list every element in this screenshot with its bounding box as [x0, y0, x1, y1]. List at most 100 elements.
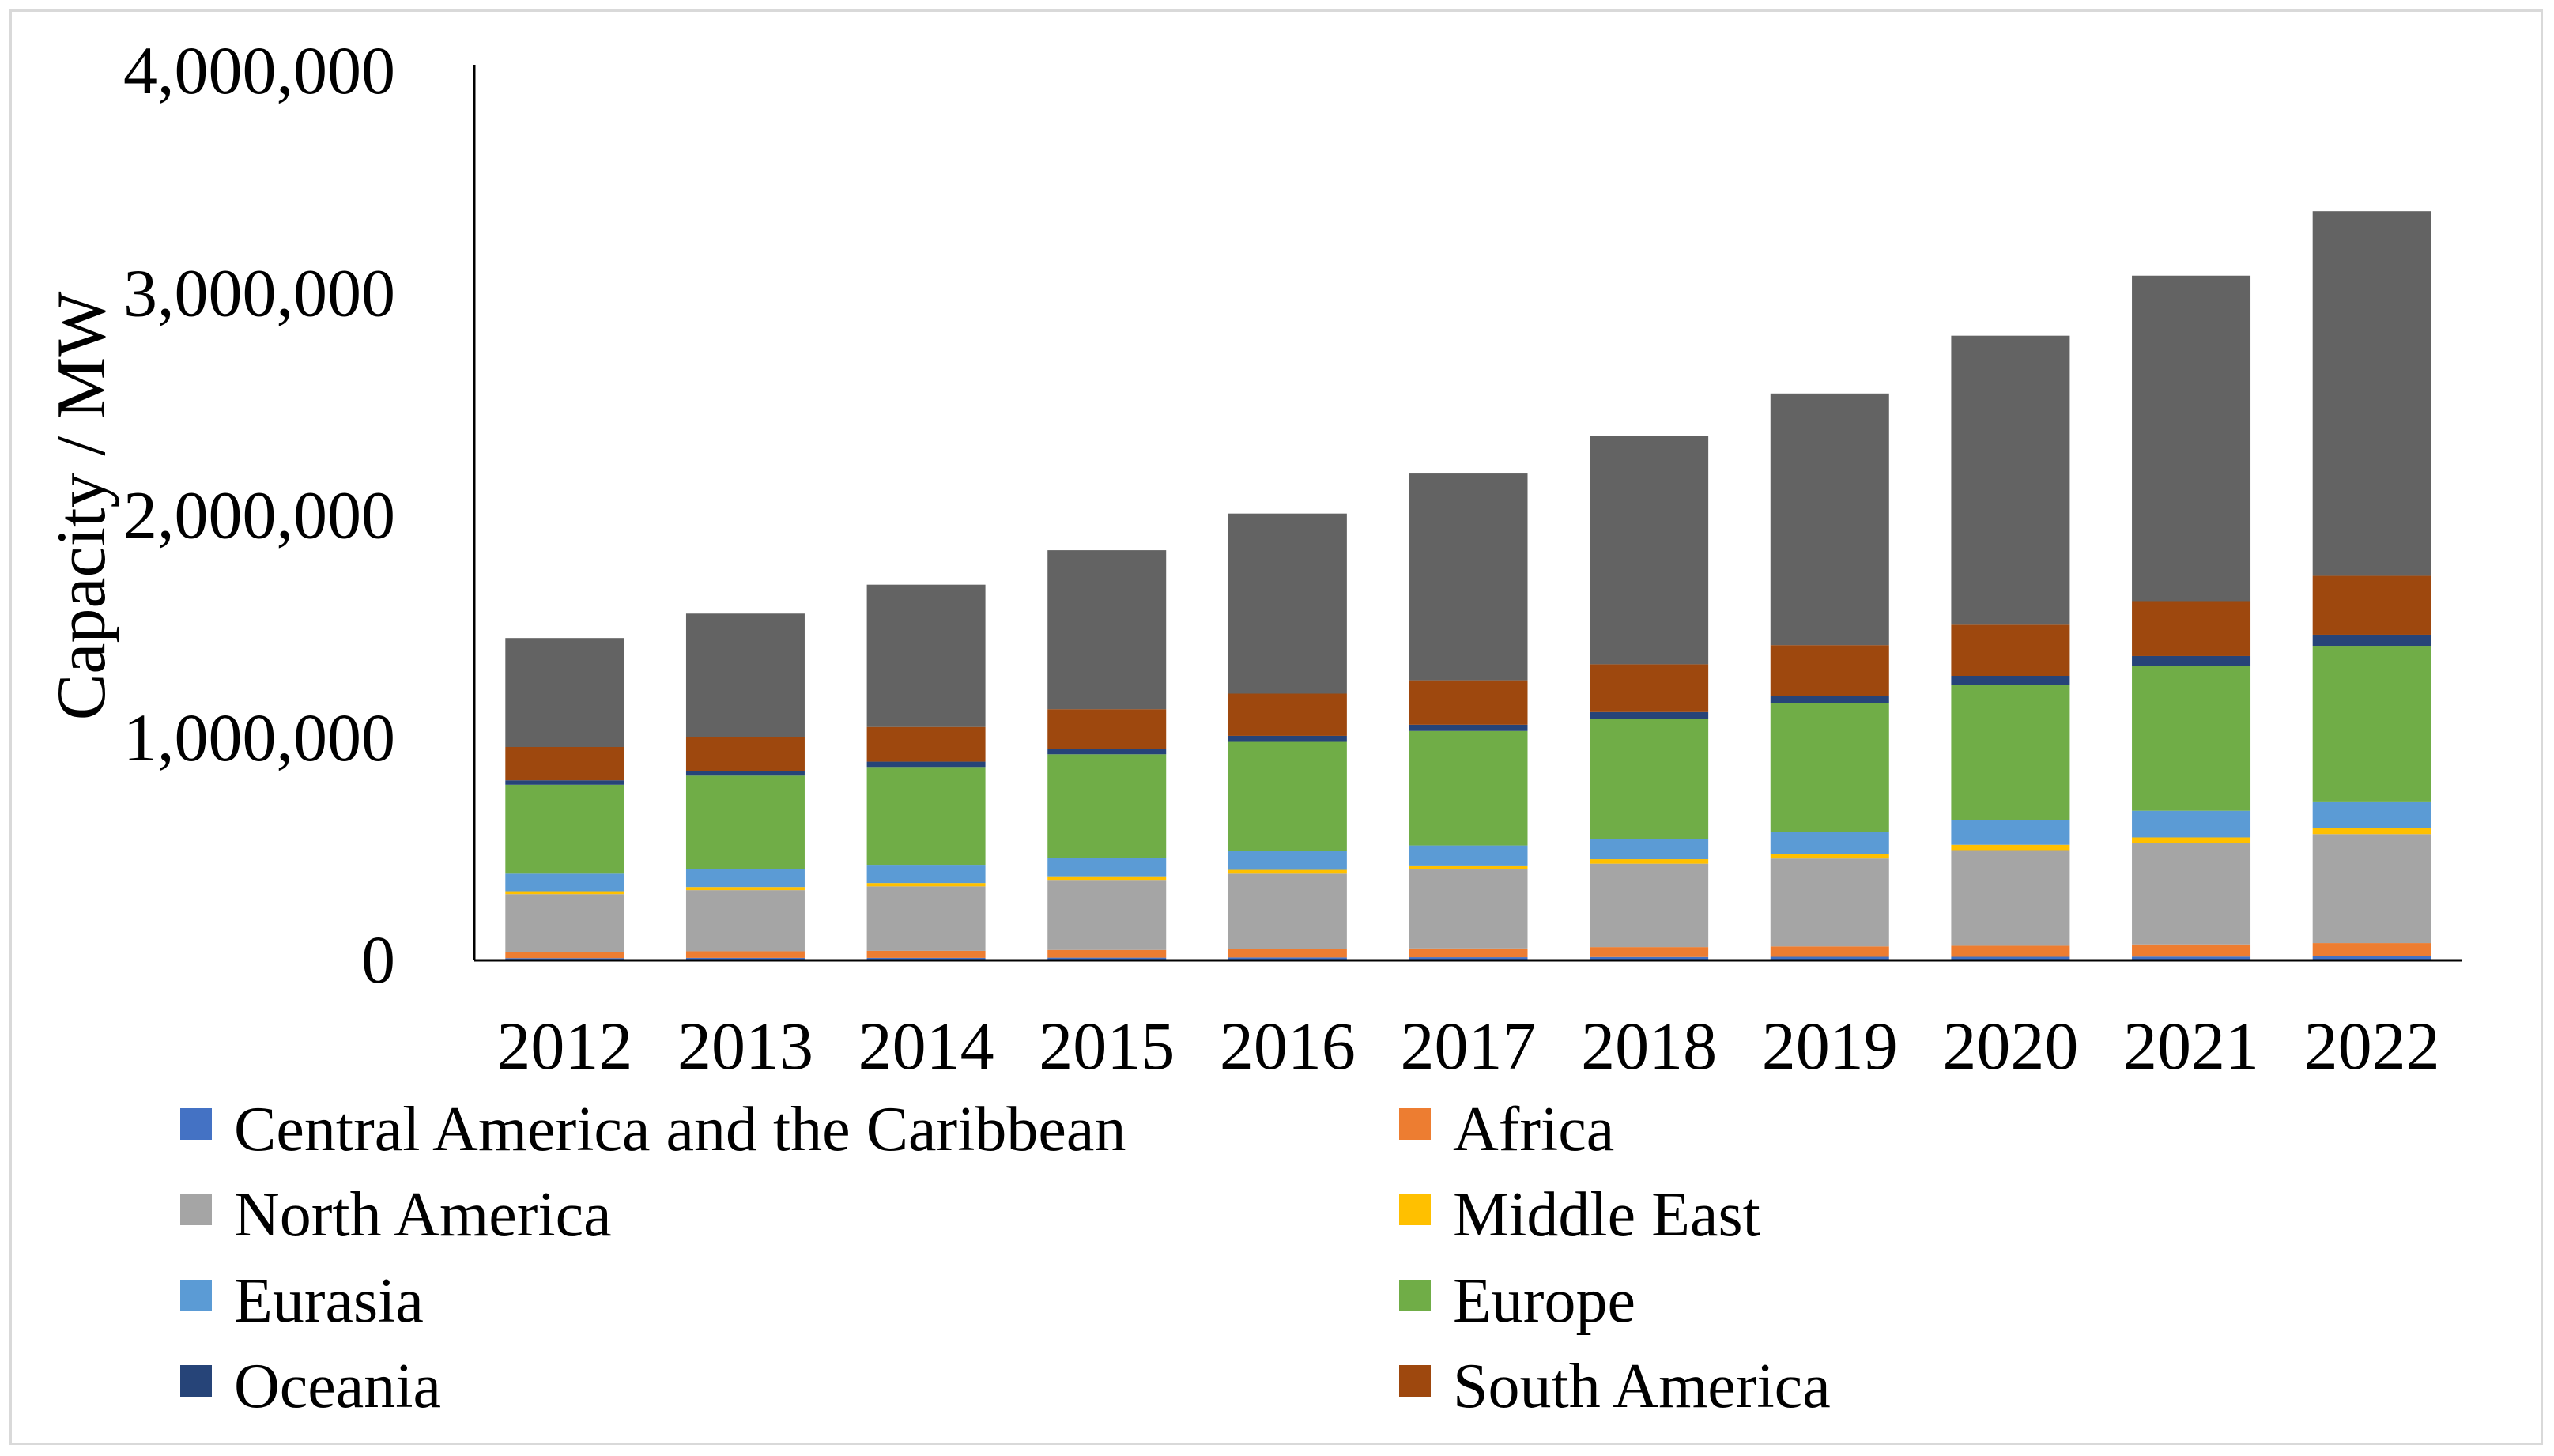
x-tick-label: 2016: [1220, 1008, 1356, 1084]
bar-segment-europe-2018: [1590, 719, 1709, 839]
bar-segment-eurasia-2012: [505, 873, 624, 892]
x-tick-label: 2018: [1581, 1008, 1717, 1084]
bar-segment-europe-2020: [1951, 685, 2070, 820]
bar-segment-eurasia-2020: [1951, 820, 2070, 845]
bar-segment-europe-2015: [1047, 754, 1167, 858]
bar-segment-africa-2012: [505, 952, 624, 959]
bar-segment-middle-east-2016: [1228, 869, 1347, 874]
bar-segment-asia-pacific-2017: [1409, 473, 1528, 681]
bar-segment-south-america-2021: [2132, 601, 2251, 656]
bar-segment-central-america-and-the-caribbean-2016: [1228, 957, 1347, 960]
bar-segment-north-america-2016: [1228, 873, 1347, 949]
bar-segment-africa-2022: [2312, 943, 2431, 956]
bar-segment-north-america-2012: [505, 894, 624, 952]
bar-segment-africa-2017: [1409, 948, 1528, 958]
legend-swatch: [180, 1108, 212, 1140]
legend: Central America and the Caribbean Africa N…: [180, 1095, 1831, 1421]
bar-segment-europe-2017: [1409, 730, 1528, 846]
x-tick-label: 2012: [496, 1008, 632, 1084]
x-tick-label: 2014: [858, 1008, 994, 1084]
bar-segment-africa-2013: [685, 951, 805, 958]
y-axis-title: Capacity / MW: [43, 292, 120, 721]
bar-segment-africa-2020: [1951, 945, 2070, 957]
bar-segment-eurasia-2015: [1047, 858, 1167, 877]
bar-segment-central-america-and-the-caribbean-2017: [1409, 957, 1528, 960]
bar-segment-europe-2013: [685, 775, 805, 869]
bar-segment-south-america-2015: [1047, 709, 1167, 749]
bar-segment-eurasia-2016: [1228, 851, 1347, 870]
bar-segment-north-america-2017: [1409, 869, 1528, 949]
bar-segment-middle-east-2018: [1590, 859, 1709, 864]
y-tick-label: 2,000,000: [123, 477, 395, 553]
bar-segment-south-america-2022: [2312, 575, 2431, 635]
bar-segment-eurasia-2021: [2132, 810, 2251, 838]
bar-segment-africa-2014: [866, 950, 986, 958]
bar-segment-asia-pacific-2014: [866, 584, 986, 727]
bar-segment-eurasia-2017: [1409, 845, 1528, 866]
bar-segment-asia-pacific-2021: [2132, 275, 2251, 602]
bar-segment-oceania-2022: [2312, 634, 2431, 647]
x-tick-label: 2013: [677, 1008, 813, 1084]
bar-segment-central-america-and-the-caribbean-2015: [1047, 957, 1167, 960]
bar-segment-asia-pacific-2016: [1228, 513, 1347, 694]
bar-segment-asia-pacific-2018: [1590, 436, 1709, 665]
legend-label: Middle East: [1453, 1180, 1760, 1250]
bar-segment-middle-east-2012: [505, 891, 624, 895]
bar-segment-asia-pacific-2022: [2312, 211, 2431, 576]
legend-label: South America: [1453, 1352, 1831, 1421]
x-tick-label: 2017: [1401, 1008, 1537, 1084]
legend-swatch: [180, 1280, 212, 1311]
x-tick-label: 2019: [1762, 1008, 1898, 1084]
legend-swatch: [1399, 1194, 1431, 1225]
bar-segment-south-america-2017: [1409, 680, 1528, 725]
legend-label: Africa: [1453, 1095, 1614, 1164]
bar-segment-south-america-2013: [685, 737, 805, 771]
bar-segment-africa-2019: [1770, 946, 1889, 957]
legend-label: Europe: [1453, 1266, 1635, 1336]
bar-segment-middle-east-2019: [1770, 854, 1889, 859]
bar-segment-middle-east-2021: [2132, 837, 2251, 843]
bar-segment-asia-pacific-2012: [505, 638, 624, 747]
bar-segment-eurasia-2013: [685, 869, 805, 888]
bar-segment-central-america-and-the-caribbean-2020: [1951, 956, 2070, 960]
bar-segment-south-america-2014: [866, 726, 986, 762]
legend-label: North America: [234, 1180, 612, 1250]
legend-swatch: [180, 1194, 212, 1225]
bar-segment-north-america-2013: [685, 890, 805, 952]
y-tick-label: 4,000,000: [123, 32, 395, 108]
bar-segment-central-america-and-the-caribbean-2013: [685, 957, 805, 960]
bar-segment-oceania-2016: [1228, 735, 1347, 742]
legend-label: Oceania: [234, 1352, 441, 1421]
bar-segment-central-america-and-the-caribbean-2019: [1770, 956, 1889, 960]
legend-swatch: [1399, 1108, 1431, 1140]
bar-segment-europe-2012: [505, 784, 624, 874]
legend-swatch: [180, 1365, 212, 1397]
bar-segment-asia-pacific-2020: [1951, 335, 2070, 625]
bar-segment-oceania-2019: [1770, 696, 1889, 703]
bar-segment-oceania-2020: [1951, 676, 2070, 685]
bar-segment-south-america-2012: [505, 747, 624, 781]
y-tick-label: 1,000,000: [123, 700, 395, 775]
bar-segment-north-america-2015: [1047, 880, 1167, 950]
bar-segment-middle-east-2015: [1047, 876, 1167, 881]
bar-segment-middle-east-2014: [866, 883, 986, 887]
x-tick-label: 2022: [2304, 1008, 2440, 1084]
legend-swatch: [1399, 1365, 1431, 1397]
bar-segment-eurasia-2019: [1770, 832, 1889, 854]
bar-segment-middle-east-2017: [1409, 865, 1528, 869]
bar-segment-europe-2021: [2132, 666, 2251, 811]
bar-segment-north-america-2020: [1951, 850, 2070, 946]
bar-segment-europe-2022: [2312, 646, 2431, 802]
bar-segment-asia-pacific-2013: [685, 613, 805, 737]
bar-segment-central-america-and-the-caribbean-2014: [866, 957, 986, 960]
bar-segment-central-america-and-the-caribbean-2021: [2132, 956, 2251, 960]
bar-segment-oceania-2017: [1409, 724, 1528, 731]
x-axis-ticks: 2012 2013 2014 2015 2016 2017 2018 2019 2020 2021…: [496, 1008, 2439, 1084]
bar-segment-middle-east-2020: [1951, 844, 2070, 851]
y-tick-label: 3,000,000: [123, 255, 395, 330]
bar-segment-africa-2015: [1047, 949, 1167, 958]
legend-label: Eurasia: [234, 1266, 424, 1336]
bar-segment-south-america-2018: [1590, 664, 1709, 712]
bar-segment-oceania-2021: [2132, 655, 2251, 666]
